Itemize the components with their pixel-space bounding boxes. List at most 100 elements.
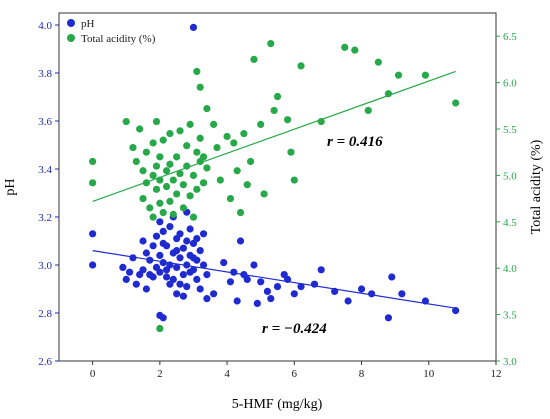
point-ph bbox=[89, 230, 97, 238]
point-ph bbox=[146, 271, 154, 279]
legend: pH Total acidity (%) bbox=[67, 18, 156, 45]
point-ph bbox=[452, 307, 460, 315]
point-total-acidity bbox=[186, 120, 194, 128]
point-total-acidity bbox=[230, 139, 238, 147]
point-ph bbox=[226, 278, 235, 286]
point-ph bbox=[263, 287, 272, 295]
point-total-acidity bbox=[179, 204, 187, 212]
point-total-acidity bbox=[193, 67, 201, 76]
point-ph bbox=[267, 295, 275, 303]
y-right-tick-label: 6.5 bbox=[503, 31, 517, 43]
point-ph bbox=[310, 280, 319, 288]
x-axis-title: 5-HMF (mg/kg) bbox=[232, 397, 323, 412]
point-ph bbox=[210, 290, 218, 298]
point-ph bbox=[162, 266, 171, 274]
point-ph bbox=[89, 261, 97, 269]
annotation-ph: r = −0.424 bbox=[262, 321, 327, 337]
point-total-acidity bbox=[183, 162, 191, 170]
point-total-acidity bbox=[260, 190, 268, 198]
point-total-acidity bbox=[169, 210, 177, 218]
point-ph bbox=[176, 280, 184, 288]
point-total-acidity bbox=[223, 132, 231, 141]
point-ph bbox=[173, 263, 181, 271]
point-ph bbox=[139, 266, 147, 274]
point-total-acidity bbox=[179, 181, 187, 189]
point-total-acidity bbox=[270, 106, 278, 115]
point-ph bbox=[189, 254, 198, 262]
point-ph bbox=[233, 297, 241, 305]
point-ph bbox=[149, 242, 157, 250]
point-total-acidity bbox=[176, 127, 184, 135]
point-ph bbox=[173, 290, 181, 298]
point-total-acidity bbox=[136, 125, 144, 133]
point-total-acidity bbox=[421, 71, 430, 79]
point-ph bbox=[193, 235, 201, 243]
data-points bbox=[89, 23, 460, 333]
point-total-acidity bbox=[159, 136, 167, 144]
point-ph bbox=[186, 268, 194, 276]
point-total-acidity bbox=[240, 130, 248, 138]
point-total-acidity bbox=[183, 142, 191, 150]
point-ph bbox=[183, 261, 191, 269]
y-left-tick-label: 3.4 bbox=[38, 164, 52, 176]
x-tick-label: 6 bbox=[292, 368, 298, 380]
point-ph bbox=[196, 285, 204, 293]
point-ph bbox=[290, 290, 298, 298]
point-ph bbox=[142, 249, 150, 257]
point-ph bbox=[257, 278, 265, 286]
point-ph bbox=[142, 285, 150, 293]
point-ph bbox=[250, 261, 258, 269]
point-ph bbox=[283, 275, 292, 283]
y-right-tick-label: 3.0 bbox=[503, 356, 517, 368]
point-total-acidity bbox=[149, 139, 157, 147]
point-ph bbox=[297, 283, 305, 291]
point-ph bbox=[159, 259, 167, 267]
point-total-acidity bbox=[189, 171, 198, 179]
x-axis: 0 2 4 6 8 10 12 bbox=[90, 361, 502, 380]
point-total-acidity bbox=[203, 104, 211, 113]
y-left-tick-label: 2.6 bbox=[38, 356, 52, 368]
point-ph bbox=[156, 251, 164, 259]
point-total-acidity bbox=[166, 197, 174, 205]
point-total-acidity bbox=[199, 153, 208, 161]
x-tick-label: 2 bbox=[157, 368, 163, 380]
x-tick-label: 10 bbox=[423, 368, 435, 380]
point-total-acidity bbox=[226, 195, 235, 203]
x-tick-label: 12 bbox=[491, 368, 502, 380]
legend-label-ph: pH bbox=[81, 18, 95, 30]
right-axis: 3.0 3.5 4.0 4.5 5.0 5.5 6.0 6.5 bbox=[496, 31, 517, 368]
point-total-acidity bbox=[122, 117, 130, 126]
point-ph bbox=[243, 275, 251, 283]
point-ph bbox=[317, 266, 325, 274]
point-total-acidity bbox=[213, 143, 221, 152]
y-right-tick-label: 5.0 bbox=[503, 170, 517, 182]
point-ph bbox=[125, 268, 134, 276]
y-right-tick-label: 4.0 bbox=[503, 263, 517, 275]
point-ph bbox=[357, 285, 366, 293]
point-total-acidity bbox=[243, 181, 251, 189]
point-total-acidity bbox=[162, 167, 171, 175]
point-total-acidity bbox=[351, 46, 359, 54]
point-ph bbox=[179, 271, 187, 279]
point-total-acidity bbox=[173, 190, 181, 198]
x-tick-label: 4 bbox=[224, 368, 230, 380]
point-ph bbox=[253, 299, 261, 307]
y-right-tick-label: 5.5 bbox=[503, 124, 517, 136]
point-total-acidity bbox=[196, 83, 204, 91]
point-ph bbox=[196, 247, 204, 255]
point-total-acidity bbox=[132, 157, 140, 166]
point-total-acidity bbox=[203, 164, 211, 172]
y-left-tick-label: 2.8 bbox=[38, 308, 52, 320]
plot-frame bbox=[58, 12, 497, 362]
y-left-tick-label: 3.6 bbox=[38, 116, 52, 128]
point-total-acidity bbox=[267, 40, 275, 48]
point-total-acidity bbox=[250, 55, 258, 64]
left-axis: 2.6 2.8 3.0 3.2 3.4 3.6 3.8 4.0 bbox=[38, 20, 59, 368]
point-ph bbox=[273, 283, 282, 291]
y-left-tick-label: 4.0 bbox=[38, 20, 52, 32]
y-right-tick-label: 3.5 bbox=[503, 310, 517, 322]
point-ph bbox=[173, 247, 181, 255]
point-total-acidity bbox=[142, 179, 150, 187]
point-ph bbox=[122, 275, 130, 283]
point-total-acidity bbox=[156, 176, 164, 184]
